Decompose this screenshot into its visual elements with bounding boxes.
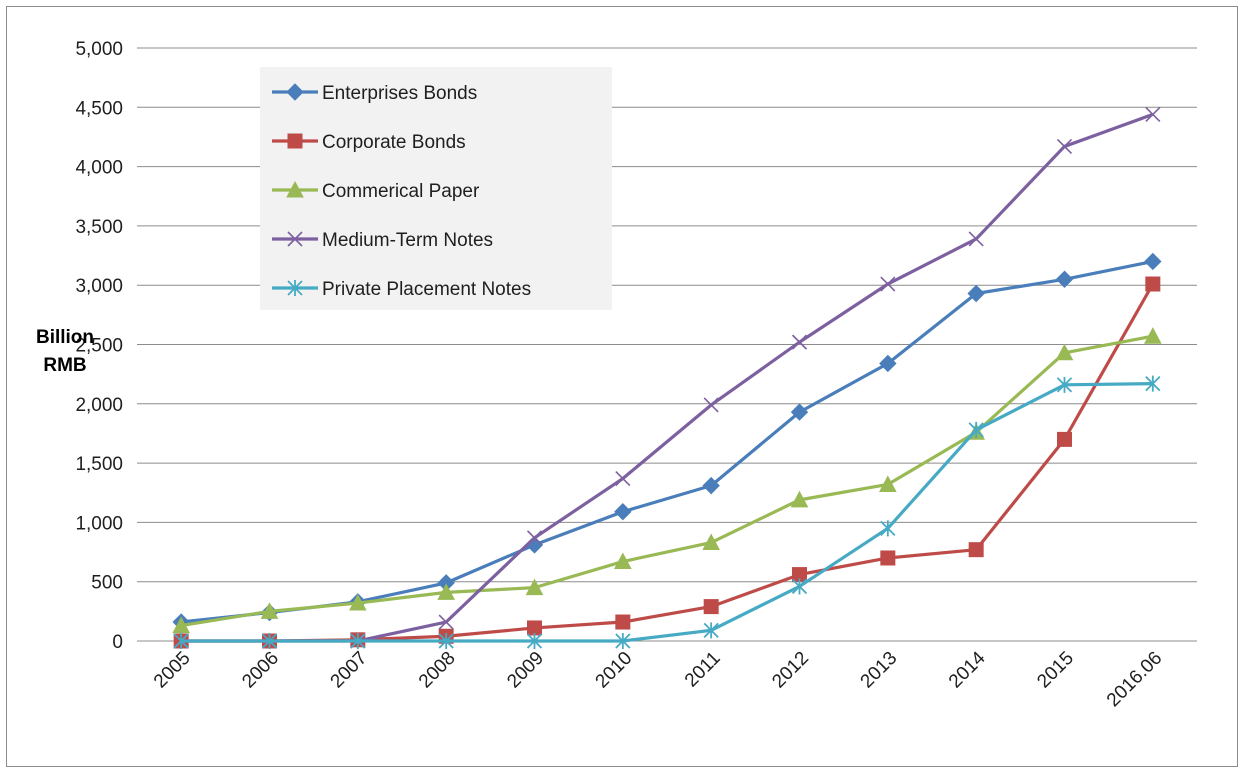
data-point: [349, 593, 367, 611]
legend-marker: [286, 83, 304, 101]
data-point: [1056, 376, 1073, 393]
data-point: [438, 633, 454, 649]
data-point: [526, 530, 543, 546]
data-point: [260, 602, 279, 619]
data-point: [703, 622, 719, 639]
legend-label: Enterprises Bonds: [322, 83, 477, 104]
x-tick-label: 2008: [415, 648, 460, 693]
series-corporate-bonds: [173, 276, 1161, 649]
legend-label: Private Placement Notes: [322, 279, 531, 300]
data-point: [172, 616, 191, 634]
data-point: [350, 633, 366, 649]
y-tick-label: 1,500: [75, 454, 123, 475]
legend-box: [260, 67, 612, 310]
x-tick-label: 2005: [150, 648, 195, 693]
data-point: [879, 354, 897, 373]
series-group: [172, 106, 1162, 649]
data-point: [1055, 270, 1074, 288]
x-axis: 2005 2006 2007 2008 2009 2010 2011 2012 2013 2014…: [150, 647, 1166, 711]
data-point: [613, 552, 632, 570]
data-point: [703, 599, 719, 615]
data-point: [880, 550, 896, 566]
data-point: [1145, 375, 1161, 392]
data-point: [1145, 106, 1161, 122]
data-point: [790, 403, 809, 421]
data-point: [1144, 252, 1162, 271]
x-tick-label: 2007: [327, 648, 372, 693]
legend-label: Medium-Term Notes: [322, 230, 493, 251]
x-tick-label: 2010: [592, 648, 637, 693]
data-point: [791, 334, 808, 350]
data-point: [790, 490, 809, 508]
x-tick-label: 2012: [768, 648, 813, 693]
y-tick-label: 3,000: [75, 276, 123, 297]
data-point: [880, 276, 896, 292]
data-point: [968, 542, 984, 558]
legend-marker: [286, 180, 304, 198]
y-tick-label: 0: [112, 632, 123, 653]
y-axis: 0 500 1,000 1,500 2,000 2,500 3,000 3,500 4,000 4…: [75, 39, 123, 653]
data-point: [1055, 343, 1074, 361]
y-tick-label: 2,500: [75, 336, 123, 357]
data-point: [614, 503, 632, 521]
data-point: [525, 578, 544, 596]
x-tick-label: 2013: [857, 648, 902, 693]
data-point: [968, 231, 984, 247]
y-tick-label: 2,000: [75, 395, 123, 416]
x-tick-label: 2016.06: [1103, 648, 1166, 711]
x-tick-label: 2006: [238, 648, 283, 693]
legend-label: Corporate Bonds: [322, 132, 466, 153]
legend-marker: [287, 231, 303, 247]
data-point: [702, 476, 720, 495]
series-line: [181, 382, 1153, 643]
y-tick-label: 1,000: [75, 513, 123, 534]
data-point: [615, 614, 631, 630]
data-point: [527, 620, 542, 636]
data-point: [791, 578, 808, 595]
data-point: [1145, 276, 1161, 292]
y-tick-label: 3,500: [75, 217, 123, 238]
data-point: [438, 614, 454, 630]
legend-marker: [287, 280, 303, 296]
y-axis-label-line-2: RMB: [43, 355, 86, 376]
data-point: [880, 520, 896, 537]
y-tick-label: 5,000: [75, 39, 123, 60]
y-tick-label: 4,000: [75, 158, 123, 179]
data-point: [1057, 431, 1072, 447]
data-point: [261, 633, 278, 649]
data-point: [703, 397, 719, 413]
series-line: [181, 283, 1155, 643]
data-point: [437, 583, 455, 600]
series-private-placement-notes: [173, 375, 1161, 649]
legend-label: Commerical Paper: [322, 181, 480, 202]
data-point: [615, 470, 631, 487]
y-tick-label: 500: [91, 573, 123, 594]
x-tick-label: 2009: [503, 648, 548, 693]
data-point: [1056, 138, 1073, 155]
data-point: [615, 633, 631, 649]
x-tick-label: 2015: [1033, 648, 1078, 693]
legend: Enterprises Bonds Corporate Bonds Commeric…: [260, 67, 612, 310]
series-commerical-paper: [172, 327, 1162, 634]
data-point: [967, 284, 985, 303]
data-point: [173, 633, 189, 649]
data-point: [702, 533, 721, 551]
data-point: [968, 421, 984, 438]
data-point: [878, 475, 897, 492]
data-point: [526, 633, 543, 649]
y-tick-label: 4,500: [75, 98, 123, 119]
y-axis-label-line-1: Billion: [36, 327, 94, 348]
legend-marker: [287, 133, 303, 149]
data-point: [1144, 327, 1162, 344]
series-line: [180, 334, 1154, 628]
x-tick-label: 2011: [681, 648, 725, 692]
x-tick-label: 2014: [945, 647, 990, 692]
